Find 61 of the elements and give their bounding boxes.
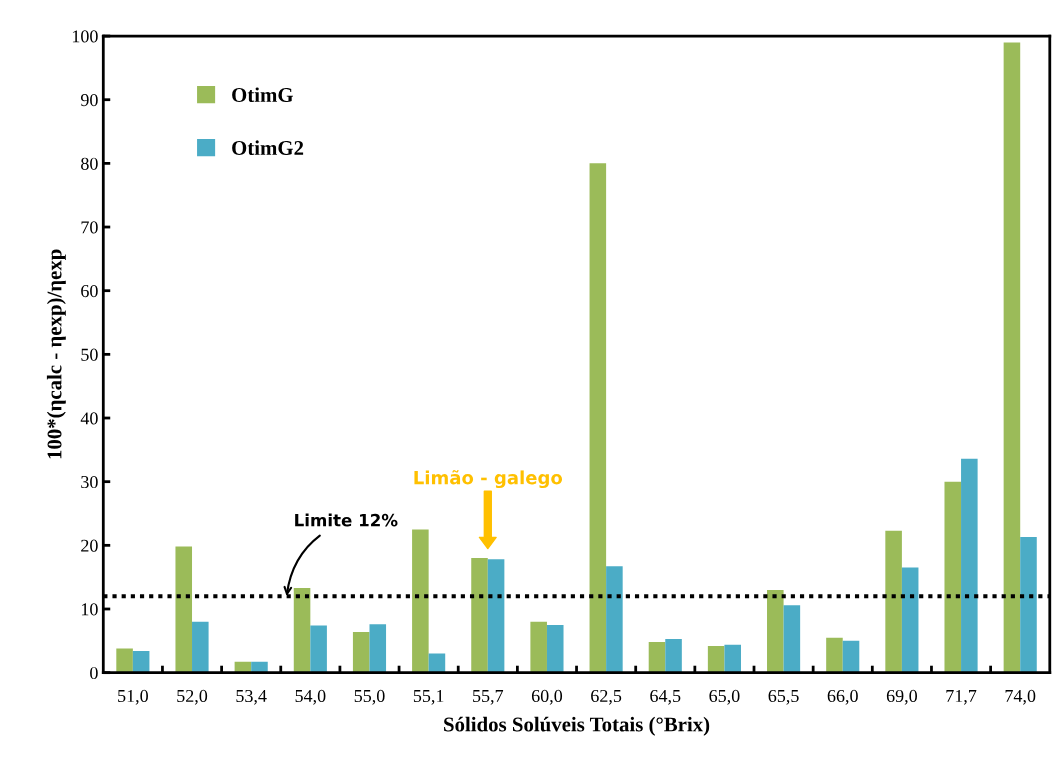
bar	[352, 631, 370, 673]
bar	[767, 589, 784, 673]
bar	[665, 638, 682, 673]
y-tick-label: 10	[81, 603, 98, 616]
x-tick-label: 64,5	[650, 689, 681, 705]
x-tick-label: 51,0	[118, 689, 148, 705]
x-axis-title: Sólidos Solúveis Totais (°Brix)	[444, 716, 710, 736]
x-tick-label: 55,7	[473, 690, 504, 705]
bar	[724, 644, 741, 673]
y-tick-label: 30	[81, 475, 98, 489]
bar	[175, 546, 193, 673]
bar	[885, 530, 902, 673]
x-tick-label: 55,0	[354, 689, 385, 705]
x-tick-label: 62,5	[591, 689, 622, 705]
y-tick-label: 80	[81, 157, 98, 170]
y-tick-label: 40	[80, 412, 98, 425]
bar	[606, 566, 623, 673]
bar	[530, 621, 547, 673]
bar	[961, 458, 978, 673]
bar	[310, 625, 327, 673]
bar	[842, 640, 860, 673]
bar	[783, 605, 801, 673]
bar	[293, 587, 311, 673]
bar	[1020, 537, 1037, 673]
y-tick-label: 50	[81, 348, 98, 361]
x-tick-label: 60,0	[531, 689, 563, 705]
x-tick-label: 55,1	[413, 689, 444, 705]
bar	[412, 529, 429, 673]
annotation: Limão - galego	[414, 470, 563, 489]
bar	[901, 567, 919, 673]
y-tick-label: 100	[72, 30, 98, 43]
bar	[487, 559, 505, 673]
x-tick-label: 66,0	[827, 689, 858, 705]
x-tick-label: 74,0	[1005, 689, 1036, 705]
x-tick-label: 71,7	[946, 689, 977, 705]
legend-label: OtimG	[232, 87, 294, 103]
x-tick-label: 65,0	[709, 689, 740, 705]
bar	[589, 163, 607, 673]
y-tick-label: 0	[90, 666, 98, 680]
x-tick-label: 65,5	[768, 689, 799, 705]
x-tick-label: 54,0	[295, 689, 326, 705]
bar	[116, 648, 133, 673]
bar	[471, 558, 488, 673]
bar	[707, 645, 725, 673]
y-tick-label: 70	[81, 221, 98, 234]
bar	[369, 624, 387, 673]
ref-line-label: Limite 12%	[295, 513, 398, 527]
y-tick-label: 60	[81, 284, 98, 298]
bar	[944, 481, 962, 673]
bar	[1003, 42, 1021, 673]
x-tick-label: 53,4	[236, 689, 267, 705]
legend-label: OtimG2	[232, 140, 304, 156]
bar	[648, 642, 666, 673]
y-axis-title: 100*(ηcalc - ηexp)/ηexp	[46, 249, 66, 459]
x-tick-label: 69,0	[886, 689, 917, 705]
y-tick-label: 20	[81, 539, 98, 552]
bar	[546, 624, 564, 673]
x-tick-label: 52,0	[177, 689, 208, 705]
bar	[826, 637, 843, 673]
y-tick-label: 90	[80, 93, 98, 107]
bar	[192, 621, 209, 673]
